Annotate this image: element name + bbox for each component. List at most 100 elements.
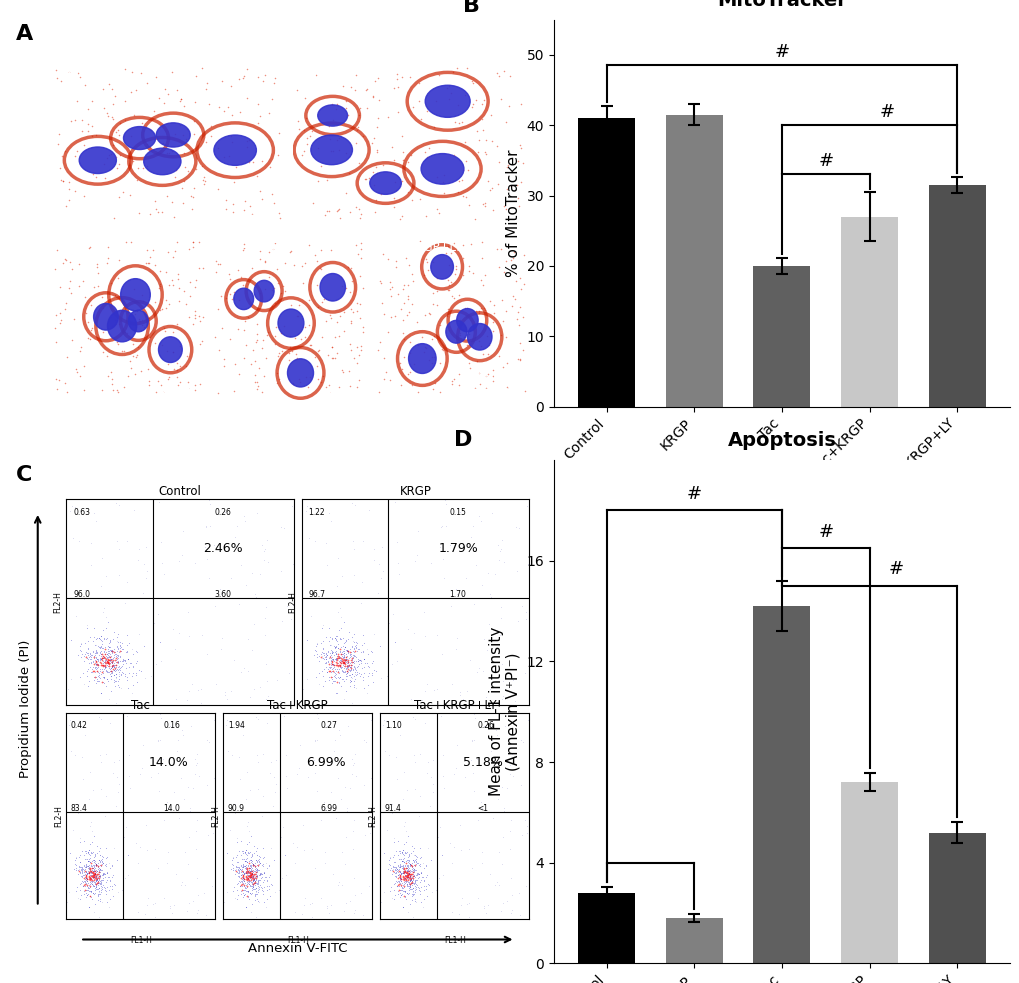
Point: [139, 76, 155, 91]
Point: [393, 875, 410, 891]
Point: [504, 288, 521, 304]
Point: [330, 640, 346, 656]
Point: [471, 365, 487, 380]
Point: [227, 849, 244, 865]
Point: [93, 652, 109, 667]
Point: [388, 868, 405, 884]
Point: [195, 260, 211, 276]
Point: [323, 897, 339, 913]
Point: [339, 644, 356, 660]
Point: [369, 110, 385, 126]
Point: [86, 828, 102, 843]
Point: [482, 589, 498, 605]
Point: [187, 161, 204, 177]
Point: [103, 683, 119, 699]
Point: [477, 302, 493, 318]
Point: [100, 651, 116, 666]
Point: [108, 672, 124, 688]
Point: [413, 329, 429, 345]
Point: [246, 876, 262, 892]
Point: [403, 872, 419, 888]
Point: [77, 864, 94, 880]
Point: [395, 871, 412, 887]
Point: [88, 659, 104, 674]
Point: [474, 196, 490, 211]
Point: [315, 662, 331, 677]
Point: [88, 870, 104, 886]
Point: [99, 639, 115, 655]
Point: [396, 858, 413, 874]
Point: [386, 151, 403, 167]
Point: [342, 648, 359, 664]
Point: [79, 641, 96, 657]
Point: [289, 113, 306, 129]
Point: [339, 664, 356, 679]
Point: [210, 343, 226, 359]
Point: [128, 303, 145, 318]
Point: [102, 646, 118, 662]
Point: [338, 800, 355, 816]
Point: [365, 551, 381, 567]
Point: [96, 661, 112, 676]
Point: [246, 871, 262, 887]
Point: [487, 566, 503, 582]
Point: [276, 256, 292, 271]
Point: [406, 861, 422, 877]
Point: [473, 272, 489, 288]
Point: [310, 343, 326, 359]
Point: [239, 883, 256, 898]
Point: [97, 658, 113, 673]
Point: [407, 882, 423, 897]
Point: [226, 805, 243, 821]
Point: [202, 812, 218, 828]
Point: [91, 884, 107, 899]
Point: [476, 92, 492, 108]
Point: [329, 878, 345, 894]
Point: [88, 872, 104, 888]
Point: [512, 906, 528, 922]
Point: [370, 585, 386, 601]
Point: [407, 857, 423, 873]
Circle shape: [445, 320, 467, 343]
Point: [282, 339, 299, 355]
Point: [328, 685, 344, 701]
Point: [100, 239, 116, 255]
Point: [67, 857, 84, 873]
Point: [331, 210, 347, 226]
Point: [202, 496, 218, 512]
Point: [359, 641, 375, 657]
Point: [273, 563, 289, 579]
Point: [234, 877, 251, 893]
Point: [314, 620, 330, 636]
Point: [455, 300, 472, 316]
Point: [399, 854, 416, 870]
Point: [449, 184, 466, 200]
Point: [409, 384, 425, 400]
Point: [322, 647, 338, 663]
Point: [235, 858, 252, 874]
Point: [233, 862, 250, 878]
Point: [284, 836, 301, 851]
Point: [73, 860, 90, 876]
Point: [357, 171, 373, 187]
Point: [121, 353, 138, 369]
Point: [98, 858, 114, 874]
Point: [76, 582, 93, 598]
Point: [506, 291, 523, 307]
Point: [504, 671, 521, 687]
Point: [252, 870, 268, 886]
Point: [133, 312, 150, 327]
Point: [91, 868, 107, 884]
Point: [308, 636, 324, 652]
Point: [245, 855, 261, 871]
Point: [432, 355, 448, 371]
Point: [110, 640, 126, 656]
Point: [86, 849, 102, 865]
Point: [77, 644, 94, 660]
Point: [327, 669, 343, 685]
Point: [168, 362, 184, 377]
Point: [405, 864, 421, 880]
Point: [385, 877, 401, 893]
Point: [151, 494, 167, 510]
Point: [396, 814, 413, 830]
